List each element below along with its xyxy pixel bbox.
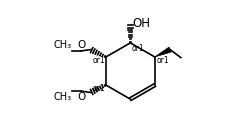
Text: O: O [77, 92, 85, 102]
Text: or1: or1 [156, 56, 169, 65]
Text: CH₃: CH₃ [53, 40, 71, 50]
Text: or1: or1 [93, 56, 105, 65]
Text: CH₃: CH₃ [53, 92, 71, 102]
Text: or1: or1 [93, 84, 105, 93]
Text: or1: or1 [132, 44, 144, 53]
Polygon shape [155, 47, 171, 57]
Text: OH: OH [133, 17, 151, 30]
Text: O: O [77, 40, 85, 50]
